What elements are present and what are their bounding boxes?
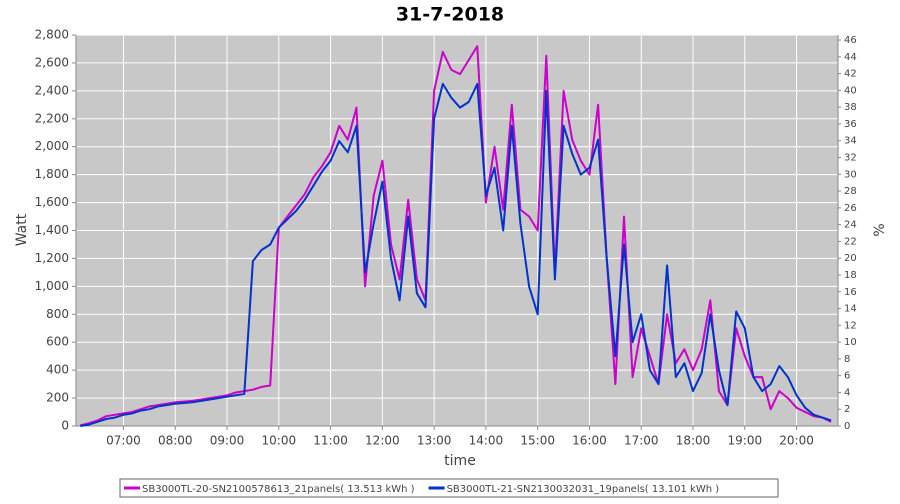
x-tick-label: 18:00 [676,434,711,448]
x-tick-label: 16:00 [572,434,607,448]
y2-axis-label: % [872,223,888,236]
y2-tick-label: 24 [844,220,857,231]
y-tick-label: 0 [61,419,69,433]
x-tick-label: 15:00 [520,434,555,448]
x-tick-label: 11:00 [313,434,348,448]
x-tick-label: 19:00 [728,434,763,448]
x-tick-label: 20:00 [779,434,814,448]
y-tick-label: 1,800 [35,167,69,181]
y-tick-label: 400 [46,363,69,377]
x-tick-label: 07:00 [106,434,141,448]
x-tick-label: 12:00 [365,434,400,448]
y-tick-label: 2,600 [35,55,69,69]
y2-tick-label: 2 [844,404,850,415]
y-tick-label: 1,400 [35,223,69,237]
x-tick-label: 13:00 [417,434,452,448]
y-tick-label: 2,200 [35,111,69,125]
y2-tick-label: 42 [844,69,857,80]
x-tick-label: 14:00 [469,434,504,448]
y-tick-label: 800 [46,307,69,321]
y2-tick-label: 4 [844,387,850,398]
y2-tick-label: 6 [844,371,850,382]
y2-tick-label: 14 [844,304,857,315]
y2-tick-label: 34 [844,136,857,147]
legend-label: SB3000TL-20-SN2100578613_21panels( 13.51… [142,484,415,495]
series-line [80,82,832,427]
legend-label: SB3000TL-21-SN2130032031_19panels( 13.10… [447,484,720,495]
y2-tick-label: 10 [844,337,857,348]
y2-tick-label: 36 [844,119,857,130]
x-tick-label: 09:00 [210,434,245,448]
y-tick-label: 2,000 [35,139,69,153]
chart-title: 31-7-2018 [396,4,504,26]
y-tick-label: 200 [46,391,69,405]
y2-tick-label: 12 [844,320,857,331]
y2-tick-label: 38 [844,102,857,113]
series-line [80,45,832,427]
y-tick-label: 2,400 [35,83,69,97]
y2-tick-label: 40 [844,85,857,96]
y-axis-label: Watt [14,213,30,246]
y2-tick-label: 18 [844,270,857,281]
y2-tick-label: 0 [844,421,850,432]
y2-tick-label: 8 [844,354,850,365]
y-tick-label: 1,200 [35,251,69,265]
legend [119,478,779,498]
x-axis-label: time [444,453,476,469]
y2-tick-label: 22 [844,236,857,247]
x-tick-label: 17:00 [624,434,659,448]
y2-tick-label: 46 [844,35,857,46]
x-tick-label: 08:00 [158,434,193,448]
y-tick-label: 1,000 [35,279,69,293]
y2-tick-label: 16 [844,287,857,298]
y2-tick-label: 44 [844,52,857,63]
y2-tick-label: 20 [844,253,857,264]
y-tick-label: 600 [46,335,69,349]
y-tick-label: 1,600 [35,195,69,209]
y2-tick-label: 28 [844,186,857,197]
x-tick-label: 10:00 [262,434,297,448]
y2-tick-label: 30 [844,169,857,180]
y2-tick-label: 26 [844,203,857,214]
y2-tick-label: 32 [844,153,857,164]
y-tick-label: 2,800 [35,28,69,42]
